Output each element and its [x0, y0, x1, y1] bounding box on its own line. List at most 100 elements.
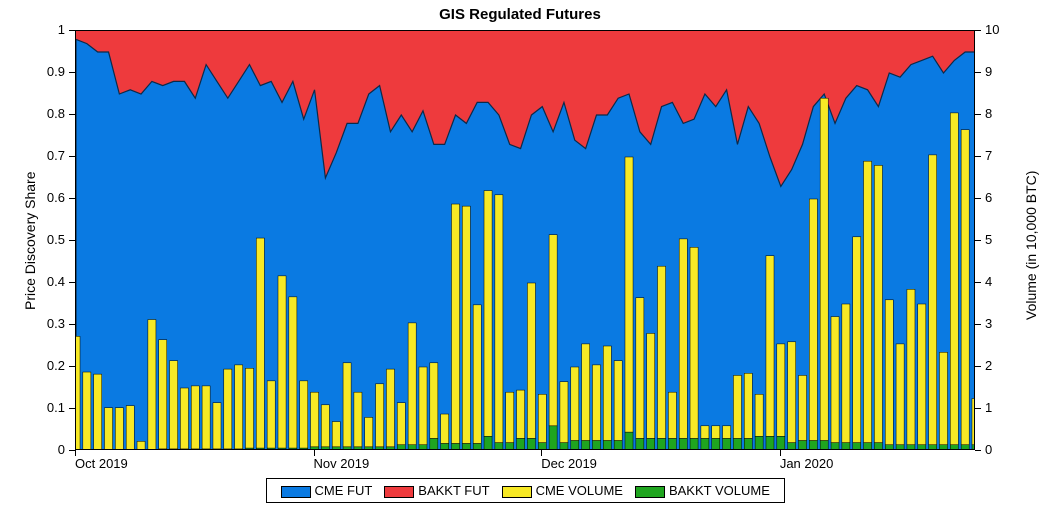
tick-label: 7	[985, 148, 992, 163]
cme-volume-bar	[625, 157, 633, 432]
cme-volume-bar	[170, 361, 178, 449]
bakkt-volume-bar	[213, 449, 221, 450]
tick-label: 0.4	[47, 274, 65, 289]
cme-volume-bar	[267, 381, 275, 448]
legend: CME FUTBAKKT FUTCME VOLUMEBAKKT VOLUME	[266, 478, 785, 503]
cme-volume-bar	[668, 392, 676, 438]
bakkt-volume-bar	[831, 443, 839, 450]
cme-volume-bar	[723, 426, 731, 439]
cme-volume-bar	[712, 426, 720, 439]
bakkt-volume-bar	[408, 445, 416, 450]
bakkt-volume-bar	[506, 443, 514, 450]
bakkt-volume-bar	[874, 443, 882, 450]
cme-volume-bar	[115, 408, 123, 450]
cme-volume-bar	[690, 247, 698, 438]
tick-label: 0.3	[47, 316, 65, 331]
cme-volume-bar	[896, 344, 904, 445]
bakkt-volume-bar	[191, 449, 199, 450]
legend-label: CME VOLUME	[536, 483, 623, 498]
tick-label: 0	[985, 442, 992, 457]
tick-mark	[975, 198, 981, 199]
bakkt-volume-bar	[929, 445, 937, 450]
tick-label: 0	[58, 442, 65, 457]
bakkt-volume-bar	[896, 445, 904, 450]
bakkt-volume-bar	[853, 443, 861, 450]
bakkt-volume-bar	[170, 449, 178, 450]
cme-volume-bar	[419, 367, 427, 445]
tick-label: 3	[985, 316, 992, 331]
cme-volume-bar	[397, 403, 405, 445]
bakkt-volume-bar	[332, 447, 340, 450]
bakkt-volume-bar	[647, 438, 655, 450]
tick-label: 4	[985, 274, 992, 289]
bakkt-volume-bar	[755, 436, 763, 450]
bakkt-volume-bar	[961, 445, 969, 450]
tick-label: 0.5	[47, 232, 65, 247]
bakkt-volume-bar	[267, 448, 275, 450]
cme-volume-bar	[658, 266, 666, 438]
x-tick-label: Jan 2020	[780, 456, 834, 471]
cme-volume-bar	[332, 422, 340, 447]
cme-volume-bar	[614, 361, 622, 441]
bakkt-volume-bar	[723, 438, 731, 450]
tick-label: 10	[985, 22, 999, 37]
bakkt-volume-bar	[636, 438, 644, 450]
cme-volume-bar	[571, 367, 579, 441]
bakkt-volume-bar	[354, 447, 362, 450]
cme-volume-bar	[603, 346, 611, 441]
tick-mark	[975, 282, 981, 283]
tick-mark	[69, 240, 75, 241]
bakkt-volume-bar	[430, 438, 438, 450]
bakkt-volume-bar	[733, 438, 741, 450]
tick-label: 0.8	[47, 106, 65, 121]
cme-volume-bar	[918, 304, 926, 445]
tick-mark	[69, 156, 75, 157]
tick-mark	[69, 198, 75, 199]
bakkt-volume-bar	[397, 445, 405, 450]
cme-volume-bar	[874, 165, 882, 442]
legend-swatch	[502, 486, 532, 498]
legend-label: BAKKT VOLUME	[669, 483, 770, 498]
cme-volume-bar	[354, 392, 362, 447]
bakkt-volume-bar	[376, 447, 384, 450]
cme-volume-bar	[820, 98, 828, 440]
tick-mark	[975, 408, 981, 409]
cme-volume-bar	[289, 297, 297, 448]
bakkt-volume-bar	[864, 443, 872, 450]
cme-volume-bar	[311, 392, 319, 447]
tick-mark	[975, 156, 981, 157]
cme-volume-bar	[809, 199, 817, 441]
cme-volume-bar	[191, 386, 199, 449]
y-left-axis-label: Price Discovery Share	[22, 172, 38, 311]
cme-volume-bar	[755, 394, 763, 436]
legend-swatch	[635, 486, 665, 498]
chart-container: GIS Regulated Futures Price Discovery Sh…	[0, 0, 1040, 519]
tick-mark	[975, 30, 981, 31]
tick-mark	[975, 114, 981, 115]
cme-volume-bar	[126, 406, 134, 450]
bakkt-volume-bar	[321, 447, 329, 450]
x-tick-label: Oct 2019	[75, 456, 128, 471]
legend-item: CME FUT	[281, 483, 373, 498]
tick-mark	[69, 282, 75, 283]
bakkt-volume-bar	[571, 441, 579, 451]
cme-volume-bar	[733, 375, 741, 438]
bakkt-volume-bar	[365, 447, 373, 450]
tick-label: 9	[985, 64, 992, 79]
cme-volume-bar	[76, 336, 80, 449]
cme-volume-bar	[386, 369, 394, 447]
bakkt-volume-bar	[798, 441, 806, 451]
cme-volume-bar	[972, 399, 975, 445]
cme-volume-bar	[592, 365, 600, 441]
cme-volume-bar	[202, 386, 210, 449]
cme-volume-bar	[180, 388, 188, 449]
x-tick-label: Nov 2019	[314, 456, 370, 471]
cme-volume-bar	[798, 375, 806, 440]
bakkt-volume-bar	[549, 426, 557, 450]
cme-volume-bar	[343, 363, 351, 447]
cme-volume-bar	[538, 394, 546, 442]
cme-volume-bar	[365, 417, 373, 446]
bakkt-volume-bar	[538, 443, 546, 450]
cme-volume-bar	[517, 390, 525, 438]
cme-volume-bar	[137, 441, 145, 449]
